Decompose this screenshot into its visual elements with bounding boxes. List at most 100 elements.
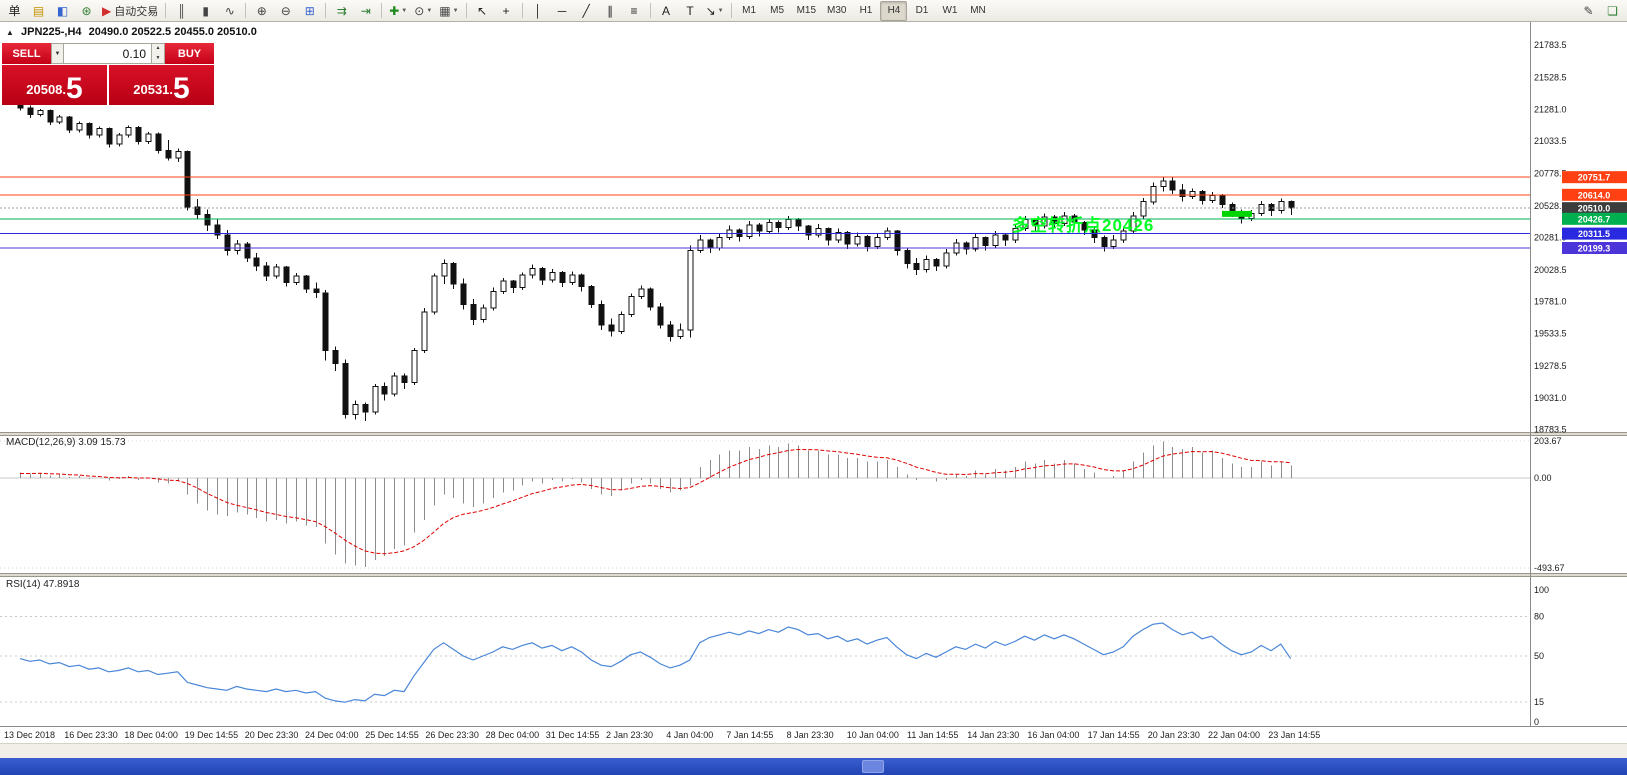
timeframe-h1[interactable]: H1 <box>859 5 873 16</box>
chart-shift-icon[interactable]: ⇥ <box>354 1 377 21</box>
time-axis-label: 31 Dec 14:55 <box>545 730 600 740</box>
templates-icon[interactable]: ▦ ▼ <box>436 1 461 21</box>
macd-indicator-label: MACD(12,26,9) 3.09 15.73 <box>6 437 126 448</box>
sell-button[interactable]: SELL <box>2 43 51 64</box>
chart-canvas[interactable]: 21783.5 21528.5 21281.0 21033.5 20778.5 20528… <box>0 22 1627 726</box>
crosshair-icon[interactable]: + <box>495 1 518 21</box>
macd-scale-label: 203.67 <box>1534 436 1562 446</box>
candles-series[interactable] <box>17 99 1295 421</box>
cursor-icon[interactable]: ↖ <box>471 1 494 21</box>
time-axis-label: 8 Jan 23:30 <box>786 730 834 740</box>
time-axis[interactable]: 13 Dec 2018 16 Dec 23:30 18 Dec 04:00 19 De… <box>0 726 1627 743</box>
timeframe-w1[interactable]: W1 <box>942 5 958 16</box>
indicators-icon[interactable]: ✚ ▼ <box>386 1 410 21</box>
bar-chart-icon-glyph: ║ <box>177 3 186 18</box>
price-tag[interactable]: 20426.7 <box>1562 212 1627 225</box>
horizontal-line-icon[interactable]: ─ <box>551 1 574 21</box>
indicators-icon-glyph: ✚ <box>389 3 400 18</box>
volume-down-icon[interactable]: ▼ <box>155 54 161 61</box>
price-scale-label: 20281.0 <box>1534 233 1567 243</box>
timeframe-h4[interactable]: H4 <box>880 0 908 21</box>
time-axis-label: 14 Jan 23:30 <box>967 730 1020 740</box>
ohlc-values: 20490.0 20522.5 20455.0 20510.0 <box>88 26 257 38</box>
toolbar-separator <box>325 3 327 18</box>
rsi-scale-label: 80 <box>1534 611 1544 621</box>
timeframe-m30[interactable]: M30 <box>827 5 847 16</box>
svg-text:20614.0: 20614.0 <box>1578 190 1611 200</box>
zoom-out-icon[interactable]: ⊖ <box>274 1 297 21</box>
timeframe-d1[interactable]: D1 <box>915 5 929 16</box>
arrows-icon[interactable]: ↘ ▼ <box>703 1 727 21</box>
rsi-line <box>19 622 1292 703</box>
collapse-panel-icon[interactable]: ▲ <box>6 28 14 37</box>
status-strip <box>0 743 1627 759</box>
timeframe-m1[interactable]: M1 <box>742 5 757 16</box>
zoom-in-icon-glyph: ⊕ <box>256 3 267 18</box>
fibonacci-icon[interactable]: ≡ <box>623 1 646 21</box>
time-axis-label: 11 Jan 14:55 <box>907 730 959 740</box>
profile-icon[interactable]: ◧ <box>51 1 74 21</box>
price-tag[interactable]: 20751.7 <box>1562 171 1627 184</box>
price-tag[interactable]: 20199.3 <box>1562 241 1627 254</box>
edit-icon[interactable]: ✎ <box>1577 1 1600 21</box>
volume-up-icon[interactable]: ▲ <box>155 45 161 52</box>
buy-price-small: 20531. <box>133 82 174 97</box>
price-scale-label: 19533.5 <box>1534 328 1567 338</box>
toolbar-separator <box>381 3 383 18</box>
time-axis-label: 18 Dec 04:00 <box>124 730 178 740</box>
chart-annotation-text[interactable]: 多空转折点20426 <box>1012 216 1155 235</box>
time-axis-label: 26 Dec 23:30 <box>425 730 479 740</box>
price-tag[interactable]: 20311.5 <box>1562 227 1627 240</box>
time-axis-label: 17 Jan 14:55 <box>1087 730 1140 740</box>
horizontal-line-icon-glyph: ─ <box>557 3 567 18</box>
trendline-icon[interactable]: ╱ <box>575 1 598 21</box>
timeframe-mn[interactable]: MN <box>970 5 986 16</box>
chat-icon-glyph: ❏ <box>1607 3 1618 18</box>
zoom-out-icon-glyph: ⊖ <box>280 3 291 18</box>
volume-dropdown-icon[interactable]: ▼ <box>51 43 64 64</box>
auto-scroll-icon[interactable]: ⇉ <box>330 1 353 21</box>
time-axis-label: 28 Dec 04:00 <box>485 730 540 740</box>
buy-price-display[interactable]: 20531. 5 <box>109 65 214 105</box>
toolbar: 单 ▤ ◧ ⊛ ▶ 自动交易 ║ ▮ ∿ ⊕ ⊖ ⊞ ⇉ ⇥ ✚ ▼ ⊙ ▼ ▦ ▼ ↖ + │ ─ ╱ ∥ ≡ A T ↘ ▼ M1 M5 M1… <box>0 0 1627 22</box>
text-icon[interactable]: A <box>655 1 678 21</box>
tile-windows-icon[interactable]: ⊞ <box>298 1 321 21</box>
navigator-globe-icon[interactable]: ⊛ <box>75 1 98 21</box>
rsi-scale-label: 100 <box>1534 585 1549 595</box>
bar-chart-icon[interactable]: ║ <box>170 1 193 21</box>
time-axis-label: 24 Dec 04:00 <box>305 730 359 740</box>
buy-button[interactable]: BUY <box>165 43 214 64</box>
taskbar-item[interactable] <box>862 760 884 773</box>
timeframe-m5[interactable]: M5 <box>770 5 785 16</box>
price-tag[interactable]: 20510.0 <box>1562 202 1627 215</box>
timeframe-m15[interactable]: M15 <box>796 5 817 16</box>
price-scale-label: 19781.0 <box>1534 297 1567 307</box>
macd-scale-label: 0.00 <box>1534 473 1552 483</box>
price-scale-label: 21783.5 <box>1534 40 1567 50</box>
time-axis-label: 19 Dec 14:55 <box>184 730 239 740</box>
volume-input[interactable]: 0.10 <box>64 43 152 64</box>
periods-icon-glyph: ⊙ <box>414 3 425 18</box>
new-order-button[interactable]: 单 <box>3 1 26 21</box>
periods-icon[interactable]: ⊙ ▼ <box>411 1 435 21</box>
price-tag[interactable]: 20614.0 <box>1562 188 1627 201</box>
arrows-icon-glyph: ↘ <box>705 3 716 18</box>
vertical-line-icon[interactable]: │ <box>527 1 550 21</box>
sell-price-display[interactable]: 20508. 5 <box>2 65 107 105</box>
chat-icon[interactable]: ❏ <box>1601 1 1624 21</box>
line-chart-icon[interactable]: ∿ <box>218 1 241 21</box>
rsi-scale-label: 0 <box>1534 717 1539 726</box>
toolbar-separator <box>465 3 467 18</box>
channel-icon[interactable]: ∥ <box>599 1 622 21</box>
chart-ohlc-header: ▲ JPN225-,H4 20490.0 20522.5 20455.0 205… <box>6 26 261 38</box>
periods-icon-caret: ▼ <box>426 7 433 14</box>
arrows-icon-caret: ▼ <box>717 7 724 14</box>
volume-stepper[interactable]: ▲ ▼ <box>152 43 165 64</box>
zoom-in-icon[interactable]: ⊕ <box>250 1 273 21</box>
candlestick-chart-icon[interactable]: ▮ <box>194 1 217 21</box>
label-icon[interactable]: T <box>679 1 702 21</box>
auto-scroll-icon-glyph: ⇉ <box>336 3 347 18</box>
time-axis-label: 20 Dec 23:30 <box>244 730 299 740</box>
charts-menu-icon[interactable]: ▤ <box>27 1 50 21</box>
auto-trading-button[interactable]: ▶ 自动交易 <box>99 1 161 21</box>
